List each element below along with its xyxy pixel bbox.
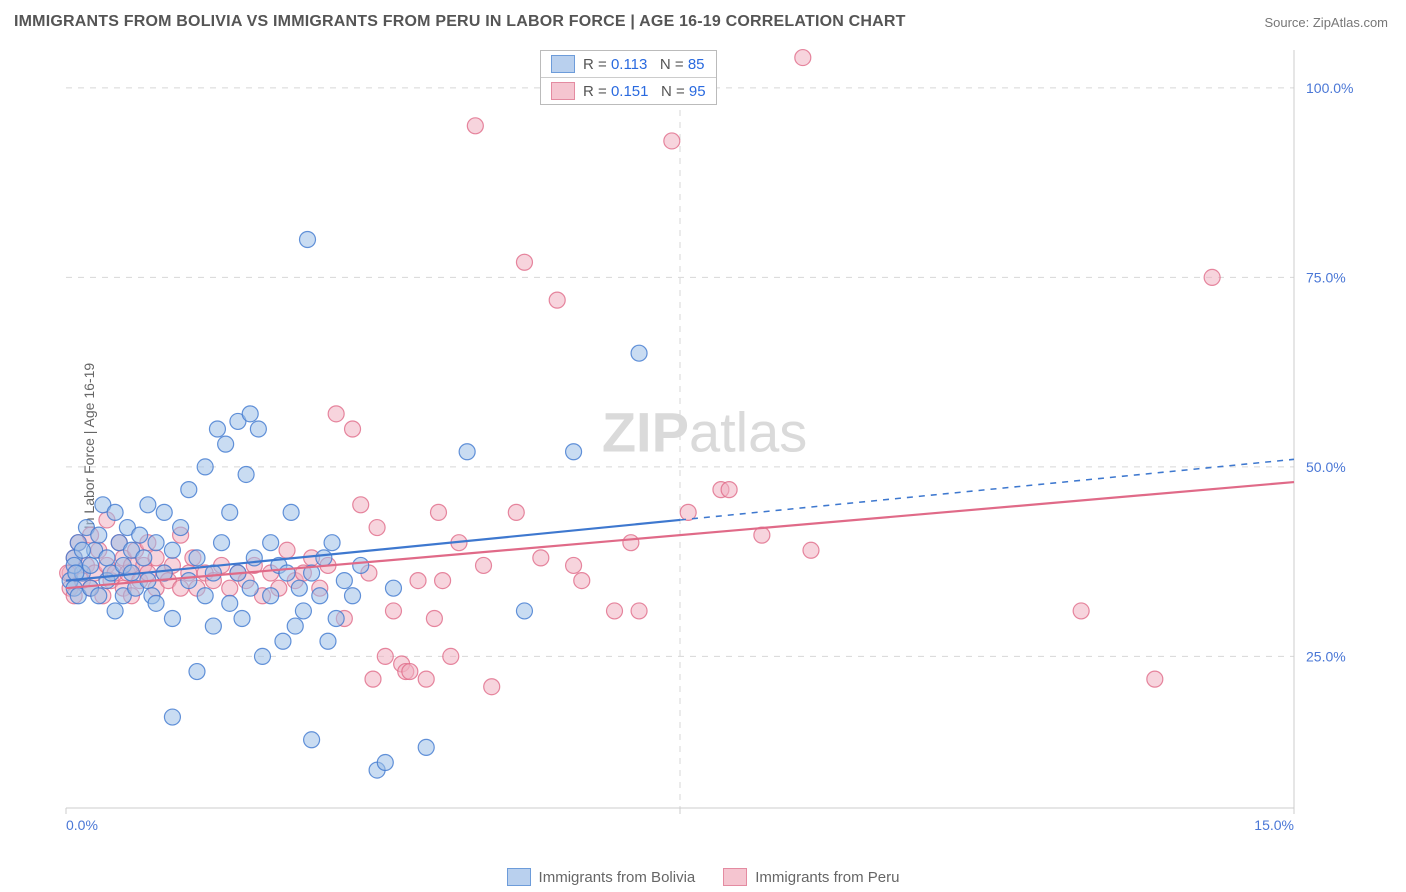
legend-item-bolivia: Immigrants from Bolivia — [507, 868, 696, 886]
svg-text:100.0%: 100.0% — [1306, 80, 1353, 96]
svg-text:0.0%: 0.0% — [66, 817, 98, 833]
svg-text:ZIPatlas: ZIPatlas — [602, 401, 807, 464]
legend-stats: R = 0.113 N = 85 — [583, 56, 705, 73]
legend-swatch — [551, 55, 575, 73]
legend-item-peru: Immigrants from Peru — [723, 868, 899, 886]
source-label: Source: ZipAtlas.com — [1264, 15, 1388, 30]
legend-stats: R = 0.151 N = 95 — [583, 83, 706, 100]
bottom-legend: Immigrants from Bolivia Immigrants from … — [0, 868, 1406, 886]
top-legend: R = 0.113 N = 85 R = 0.151 N = 95 — [540, 50, 717, 105]
legend-row: R = 0.113 N = 85 — [541, 51, 716, 78]
svg-text:50.0%: 50.0% — [1306, 459, 1346, 475]
legend-swatch — [551, 82, 575, 100]
legend-row: R = 0.151 N = 95 — [541, 78, 716, 104]
chart-title: IMMIGRANTS FROM BOLIVIA VS IMMIGRANTS FR… — [14, 13, 906, 31]
legend-swatch-peru — [723, 868, 747, 886]
legend-swatch-bolivia — [507, 868, 531, 886]
legend-label-peru: Immigrants from Peru — [755, 869, 899, 886]
header-bar: IMMIGRANTS FROM BOLIVIA VS IMMIGRANTS FR… — [0, 0, 1406, 36]
svg-text:25.0%: 25.0% — [1306, 648, 1346, 664]
svg-text:15.0%: 15.0% — [1254, 817, 1294, 833]
scatter-plot: ZIPatlas 25.0% 50.0% 75.0% 100.0% 0.0% 15.0% R … — [44, 44, 1364, 842]
legend-label-bolivia: Immigrants from Bolivia — [539, 869, 696, 886]
svg-text:75.0%: 75.0% — [1306, 269, 1346, 285]
